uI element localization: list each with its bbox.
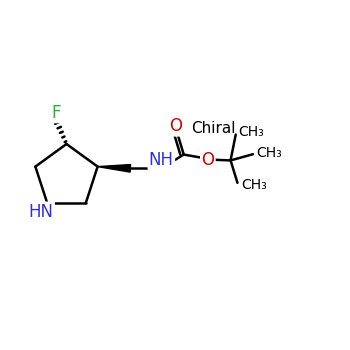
Polygon shape xyxy=(98,164,131,172)
Text: NH: NH xyxy=(149,151,174,169)
Text: O: O xyxy=(169,117,182,135)
Text: CH₃: CH₃ xyxy=(241,177,267,191)
Text: CH₃: CH₃ xyxy=(257,146,282,160)
Text: F: F xyxy=(51,104,61,122)
Text: HN: HN xyxy=(29,203,54,221)
Text: O: O xyxy=(201,152,214,169)
Text: Chiral: Chiral xyxy=(191,121,235,136)
Text: CH₃: CH₃ xyxy=(238,125,264,139)
